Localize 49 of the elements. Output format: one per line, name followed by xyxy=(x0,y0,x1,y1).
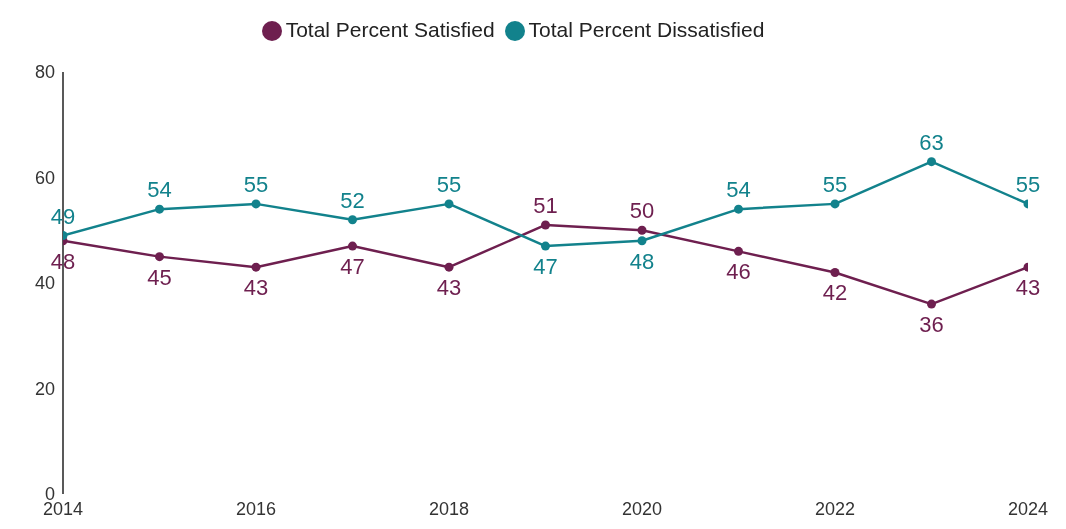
data-label: 36 xyxy=(919,312,944,338)
point xyxy=(830,267,840,277)
data-label: 52 xyxy=(340,187,365,213)
point xyxy=(927,157,936,167)
y-tick-label: 40 xyxy=(34,273,55,294)
data-label: 63 xyxy=(919,129,944,155)
x-tick-label: 2024 xyxy=(1007,498,1049,519)
data-label: 45 xyxy=(147,264,172,290)
point xyxy=(155,204,164,214)
data-label: 43 xyxy=(243,275,269,301)
legend-label: Total Percent Dissatisfied xyxy=(528,18,765,41)
data-label: 54 xyxy=(147,177,172,203)
x-tick-label: 2020 xyxy=(621,498,663,519)
point xyxy=(830,199,840,209)
point xyxy=(541,220,550,230)
point xyxy=(251,262,261,272)
data-label: 55 xyxy=(822,171,848,197)
data-label: 55 xyxy=(436,171,462,197)
point xyxy=(348,215,357,225)
point xyxy=(155,252,164,262)
data-label: 46 xyxy=(726,259,751,285)
data-label: 47 xyxy=(340,254,365,280)
x-tick-label: 2016 xyxy=(235,498,277,519)
x-tick-label: 2018 xyxy=(428,498,470,519)
data-label: 47 xyxy=(533,254,558,280)
point xyxy=(444,199,454,209)
data-label: 51 xyxy=(533,192,558,218)
data-label: 50 xyxy=(629,198,655,224)
data-label: 43 xyxy=(1015,275,1041,301)
legend-label: Total Percent Satisfied xyxy=(285,18,495,41)
point xyxy=(444,262,454,272)
point xyxy=(541,241,550,251)
data-label: 55 xyxy=(1015,171,1041,197)
data-label: 48 xyxy=(629,248,655,274)
y-tick-label: 60 xyxy=(34,167,55,188)
point xyxy=(734,246,743,256)
y-tick-label: 20 xyxy=(34,378,55,399)
point xyxy=(927,299,936,309)
data-label: 55 xyxy=(243,171,269,197)
y-tick-label: 80 xyxy=(34,62,55,83)
point xyxy=(734,204,743,214)
x-tick-label: 2022 xyxy=(814,498,856,519)
data-label: 42 xyxy=(822,280,848,306)
point xyxy=(348,241,357,251)
data-label: 43 xyxy=(436,275,462,301)
point xyxy=(251,199,261,209)
point xyxy=(637,225,647,235)
data-label: 54 xyxy=(726,177,751,203)
point xyxy=(637,236,647,246)
